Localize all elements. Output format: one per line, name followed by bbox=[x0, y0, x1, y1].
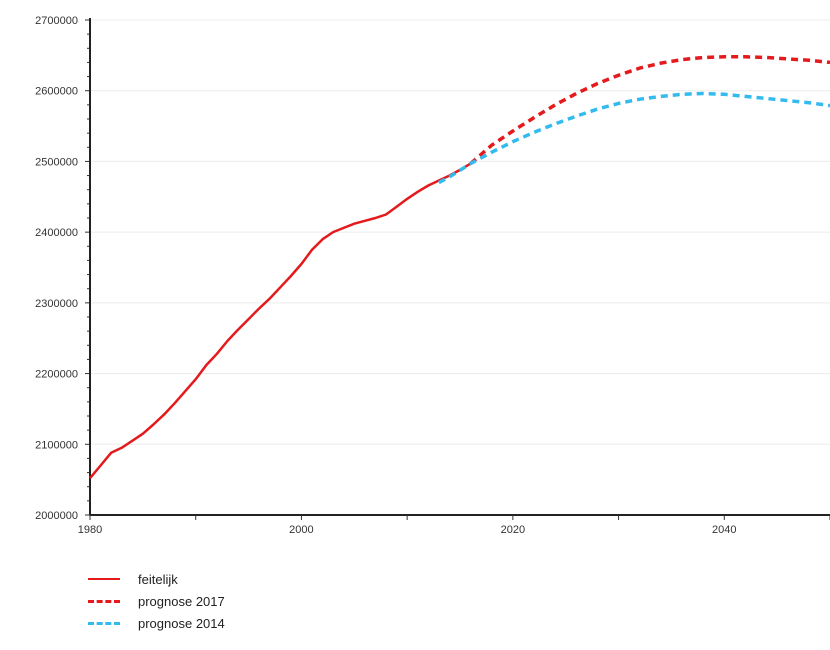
x-tick-label: 2000 bbox=[289, 524, 313, 536]
legend-swatch-feitelijk bbox=[88, 578, 120, 580]
legend: feitelijk prognose 2017 prognose 2014 bbox=[88, 568, 225, 634]
y-tick-label: 2300000 bbox=[35, 298, 78, 310]
legend-item-feitelijk: feitelijk bbox=[88, 568, 225, 590]
y-tick-label: 2200000 bbox=[35, 369, 78, 381]
series-line-feitelijk bbox=[89, 162, 472, 480]
x-tick-label: 1980 bbox=[78, 524, 102, 536]
y-tick-label: 2600000 bbox=[35, 86, 78, 98]
y-tick-label: 2500000 bbox=[35, 156, 78, 168]
legend-item-prognose-2014: prognose 2014 bbox=[88, 612, 225, 634]
y-tick-label: 2400000 bbox=[35, 227, 78, 239]
x-tick-label: 2020 bbox=[501, 524, 525, 536]
population-line-chart: 2000000 2100000 2200000 2300000 2400000 25000… bbox=[35, 15, 830, 536]
series-line-prognose-2014 bbox=[438, 91, 830, 185]
legend-label: prognose 2014 bbox=[138, 615, 225, 631]
legend-swatch-prognose-2017 bbox=[88, 599, 120, 603]
legend-label: feitelijk bbox=[138, 571, 178, 587]
legend-label: prognose 2017 bbox=[138, 593, 225, 609]
legend-swatch-prognose-2014 bbox=[88, 621, 120, 625]
y-tick-label: 2100000 bbox=[35, 439, 78, 451]
legend-item-prognose-2017: prognose 2017 bbox=[88, 590, 225, 612]
y-tick-label: 2000000 bbox=[35, 510, 78, 522]
y-tick-label: 2700000 bbox=[35, 15, 78, 27]
x-tick-label: 2040 bbox=[712, 524, 736, 536]
series-line-prognose-2017 bbox=[469, 55, 830, 165]
